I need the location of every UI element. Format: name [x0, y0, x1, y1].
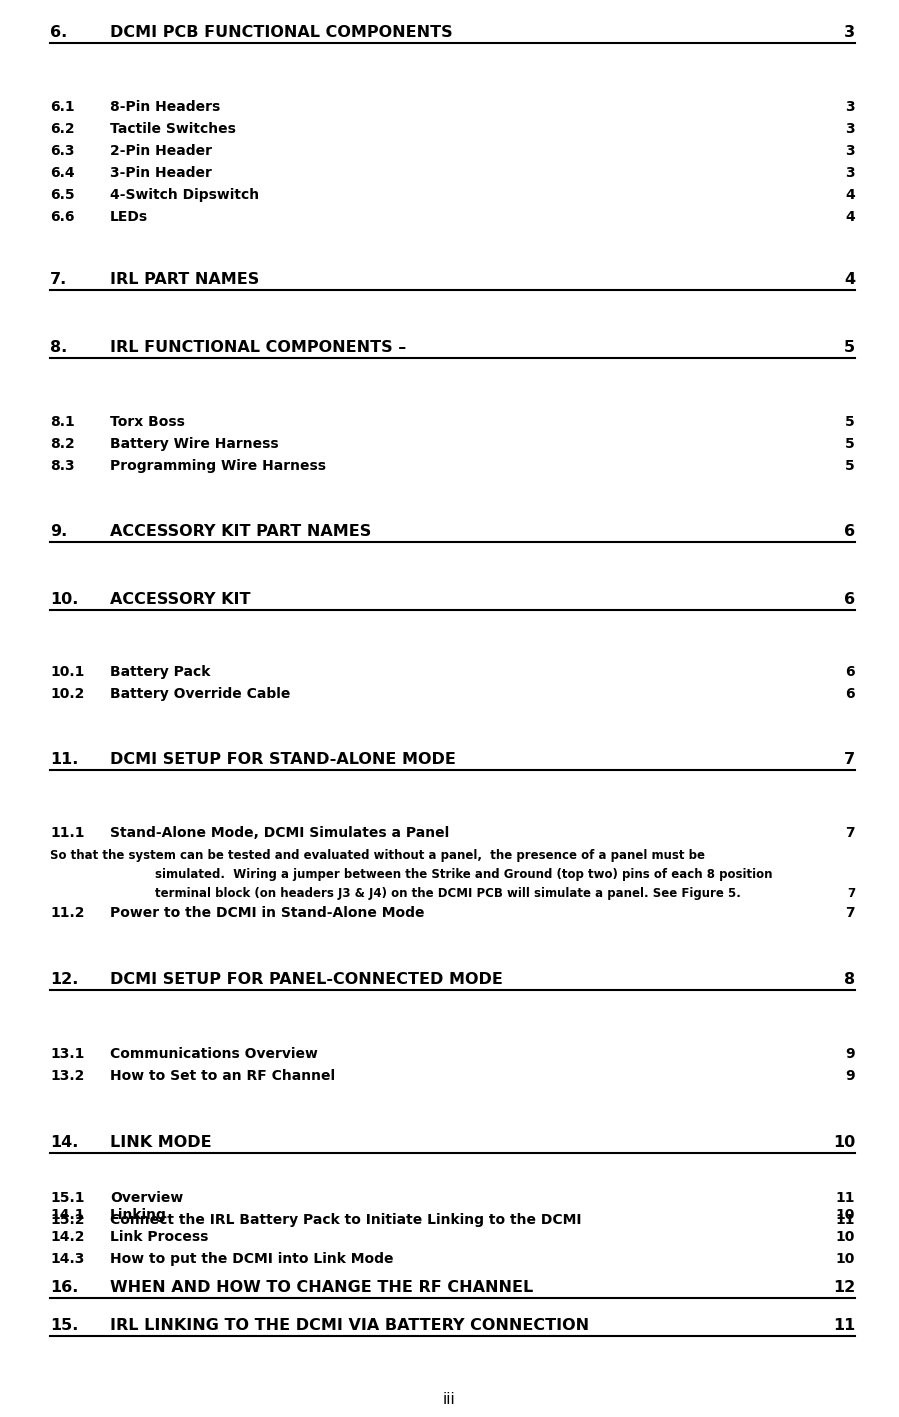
Text: 10: 10	[836, 1230, 855, 1244]
Text: LEDs: LEDs	[110, 210, 148, 224]
Text: How to put the DCMI into Link Mode: How to put the DCMI into Link Mode	[110, 1253, 394, 1265]
Text: 8.: 8.	[50, 340, 67, 356]
Text: simulated.  Wiring a jumper between the Strike and Ground (top two) pins of each: simulated. Wiring a jumper between the S…	[155, 869, 772, 881]
Text: How to Set to an RF Channel: How to Set to an RF Channel	[110, 1068, 335, 1083]
Text: 3: 3	[845, 166, 855, 180]
Text: 4: 4	[845, 210, 855, 224]
Text: 10.2: 10.2	[50, 687, 85, 701]
Text: Linking: Linking	[110, 1209, 167, 1221]
Text: 5: 5	[844, 340, 855, 356]
Text: 6.1: 6.1	[50, 101, 75, 113]
Text: 13.1: 13.1	[50, 1047, 85, 1061]
Text: 10: 10	[836, 1209, 855, 1221]
Text: 8.2: 8.2	[50, 436, 75, 451]
Text: DCMI SETUP FOR STAND-ALONE MODE: DCMI SETUP FOR STAND-ALONE MODE	[110, 752, 456, 767]
Text: 5: 5	[845, 459, 855, 473]
Text: 6: 6	[844, 592, 855, 606]
Text: 6: 6	[844, 524, 855, 538]
Text: Torx Boss: Torx Boss	[110, 415, 185, 429]
Text: Overview: Overview	[110, 1192, 183, 1204]
Text: 16.: 16.	[50, 1280, 78, 1295]
Text: ACCESSORY KIT PART NAMES: ACCESSORY KIT PART NAMES	[110, 524, 371, 538]
Text: 13.2: 13.2	[50, 1068, 85, 1083]
Text: 9: 9	[845, 1068, 855, 1083]
Text: 14.2: 14.2	[50, 1230, 85, 1244]
Text: Stand-Alone Mode, DCMI Simulates a Panel: Stand-Alone Mode, DCMI Simulates a Panel	[110, 826, 450, 840]
Text: 7: 7	[847, 887, 855, 900]
Text: 14.3: 14.3	[50, 1253, 85, 1265]
Text: 3: 3	[845, 101, 855, 113]
Text: IRL LINKING TO THE DCMI VIA BATTERY CONNECTION: IRL LINKING TO THE DCMI VIA BATTERY CONN…	[110, 1318, 589, 1333]
Text: 11.: 11.	[50, 752, 78, 767]
Text: 15.2: 15.2	[50, 1213, 85, 1227]
Text: WHEN AND HOW TO CHANGE THE RF CHANNEL: WHEN AND HOW TO CHANGE THE RF CHANNEL	[110, 1280, 533, 1295]
Text: 6: 6	[845, 665, 855, 679]
Text: terminal block (on headers J3 & J4) on the DCMI PCB will simulate a panel. See F: terminal block (on headers J3 & J4) on t…	[155, 887, 741, 900]
Text: 3-Pin Header: 3-Pin Header	[110, 166, 212, 180]
Text: So that the system can be tested and evaluated without a panel,  the presence of: So that the system can be tested and eva…	[50, 849, 705, 862]
Text: 6.3: 6.3	[50, 145, 75, 159]
Text: 12.: 12.	[50, 972, 78, 988]
Text: 11: 11	[835, 1192, 855, 1204]
Text: 15.1: 15.1	[50, 1192, 85, 1204]
Text: 4-Switch Dipswitch: 4-Switch Dipswitch	[110, 188, 259, 203]
Text: Connect the IRL Battery Pack to Initiate Linking to the DCMI: Connect the IRL Battery Pack to Initiate…	[110, 1213, 582, 1227]
Text: 7.: 7.	[50, 272, 67, 288]
Text: 7: 7	[845, 905, 855, 920]
Text: 8.1: 8.1	[50, 415, 75, 429]
Text: 6.5: 6.5	[50, 188, 75, 203]
Text: IRL PART NAMES: IRL PART NAMES	[110, 272, 259, 288]
Text: Programming Wire Harness: Programming Wire Harness	[110, 459, 326, 473]
Text: 5: 5	[845, 415, 855, 429]
Text: 5: 5	[845, 436, 855, 451]
Text: 3: 3	[845, 145, 855, 159]
Text: DCMI SETUP FOR PANEL-CONNECTED MODE: DCMI SETUP FOR PANEL-CONNECTED MODE	[110, 972, 503, 988]
Text: 7: 7	[845, 826, 855, 840]
Text: 6.2: 6.2	[50, 122, 75, 136]
Text: 6.6: 6.6	[50, 210, 75, 224]
Text: Battery Override Cable: Battery Override Cable	[110, 687, 290, 701]
Text: 7: 7	[844, 752, 855, 767]
Text: iii: iii	[442, 1391, 456, 1407]
Text: Tactile Switches: Tactile Switches	[110, 122, 236, 136]
Text: Link Process: Link Process	[110, 1230, 209, 1244]
Text: 6.4: 6.4	[50, 166, 75, 180]
Text: 9: 9	[845, 1047, 855, 1061]
Text: 11.1: 11.1	[50, 826, 85, 840]
Text: Communications Overview: Communications Overview	[110, 1047, 318, 1061]
Text: 15.: 15.	[50, 1318, 78, 1333]
Text: 14.: 14.	[50, 1135, 78, 1151]
Text: 4: 4	[844, 272, 855, 288]
Text: IRL FUNCTIONAL COMPONENTS –: IRL FUNCTIONAL COMPONENTS –	[110, 340, 406, 356]
Text: Battery Pack: Battery Pack	[110, 665, 210, 679]
Text: 6: 6	[845, 687, 855, 701]
Text: 8: 8	[844, 972, 855, 988]
Text: 14.1: 14.1	[50, 1209, 85, 1221]
Text: 8-Pin Headers: 8-Pin Headers	[110, 101, 220, 113]
Text: 4: 4	[845, 188, 855, 203]
Text: 3: 3	[845, 122, 855, 136]
Text: 10.1: 10.1	[50, 665, 85, 679]
Text: 10: 10	[836, 1253, 855, 1265]
Text: DCMI PCB FUNCTIONAL COMPONENTS: DCMI PCB FUNCTIONAL COMPONENTS	[110, 26, 452, 40]
Text: 2-Pin Header: 2-Pin Header	[110, 145, 212, 159]
Text: Battery Wire Harness: Battery Wire Harness	[110, 436, 279, 451]
Text: 8.3: 8.3	[50, 459, 75, 473]
Text: LINK MODE: LINK MODE	[110, 1135, 211, 1151]
Text: ACCESSORY KIT: ACCESSORY KIT	[110, 592, 251, 606]
Text: 12: 12	[832, 1280, 855, 1295]
Text: 6.: 6.	[50, 26, 67, 40]
Text: 11.2: 11.2	[50, 905, 85, 920]
Text: 10.: 10.	[50, 592, 78, 606]
Text: 3: 3	[844, 26, 855, 40]
Text: Power to the DCMI in Stand-Alone Mode: Power to the DCMI in Stand-Alone Mode	[110, 905, 424, 920]
Text: 11: 11	[832, 1318, 855, 1333]
Text: 11: 11	[835, 1213, 855, 1227]
Text: 10: 10	[832, 1135, 855, 1151]
Text: 9.: 9.	[50, 524, 67, 538]
